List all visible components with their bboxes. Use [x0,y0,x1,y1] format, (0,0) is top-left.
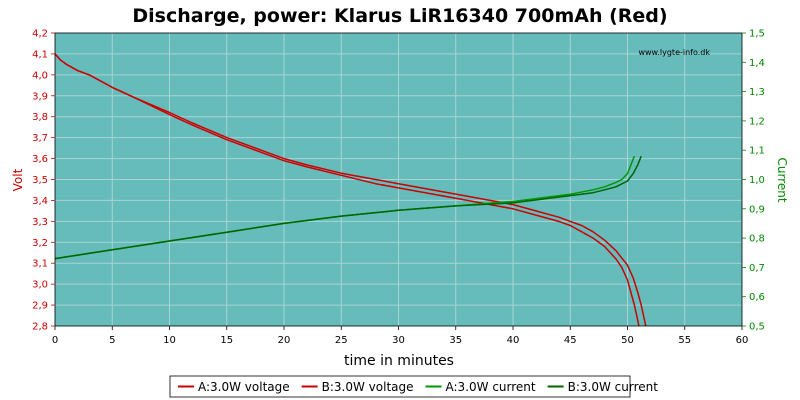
y-left-tick-label: 3,9 [32,91,48,102]
y-right-tick-label: 1,0 [749,175,765,186]
legend-label-2: B:3.0W voltage [322,380,414,394]
x-tick-label: 0 [52,335,58,346]
x-tick-label: 35 [449,335,462,346]
y-axis-label-right: Current [775,157,789,202]
legend-box [169,375,631,398]
y-left-tick-label: 3,1 [32,259,48,270]
x-axis-label: time in minutes [344,353,454,369]
x-tick-label: 15 [220,335,233,346]
x-tick-label: 20 [278,335,291,346]
series-line-4: B:3.0W current [54,155,642,260]
legend: A:3.0W voltage B:3.0W voltage A:3.0W curre… [169,375,659,398]
series-line-2: B:3.0W voltage [54,53,647,327]
y-right-tick-label: 1,3 [749,87,765,98]
y-right-tick-label: 1,1 [749,146,765,157]
watermark: www.lygte-info.dk [638,48,710,57]
y-left-tick-label: 3,7 [32,133,48,144]
x-tick-label: 40 [507,335,520,346]
x-tick-label: 50 [621,335,634,346]
y-left-tick-label: 4,0 [32,70,48,81]
y-right-tick-label: 0,7 [749,263,765,274]
y-right-tick-label: 0,8 [749,234,765,245]
y-right-tick-label: 0,6 [749,292,765,303]
axis-ticks: 0 5 10 15 20 25 30 35 40 45 50 55 60 2,8 2,9 3,0 3,1 3,2 3… [32,29,765,347]
y-left-tick-label: 3,2 [32,238,48,249]
legend-label-1: A:3.0W voltage [198,380,290,394]
y-left-tick-label: 3,6 [32,154,48,165]
x-tick-label: 60 [736,335,749,346]
y-left-tick-label: 2,9 [32,301,48,312]
x-tick-label: 45 [564,335,577,346]
y-left-tick-label: 3,5 [32,175,48,186]
y-right-tick-label: 0,5 [749,322,765,333]
chart-title: Discharge, power: Klarus LiR16340 700mAh… [132,5,667,27]
y-left-tick-label: 3,3 [32,217,48,228]
y-left-tick-label: 3,4 [32,196,48,207]
y-right-tick-label: 1,4 [749,58,765,69]
legend-label-4: B:3.0W current [568,380,659,394]
y-axis-label-left: Volt [11,168,25,191]
y-right-tick-label: 0,9 [749,204,765,215]
y-right-tick-label: 1,2 [749,116,765,127]
x-tick-label: 10 [163,335,176,346]
x-tick-label: 55 [678,335,691,346]
x-tick-label: 5 [109,335,115,346]
y-left-tick-label: 2,8 [32,322,48,333]
x-tick-label: 30 [392,335,405,346]
x-tick-label: 25 [335,335,348,346]
y-left-tick-label: 4,1 [32,49,48,60]
y-left-tick-label: 3,8 [32,112,48,123]
y-left-tick-label: 3,0 [32,280,48,291]
grid-lines [55,33,742,326]
y-left-tick-label: 4,2 [32,29,48,40]
y-right-tick-label: 1,5 [749,29,765,40]
legend-label-3: A:3.0W current [446,380,536,394]
